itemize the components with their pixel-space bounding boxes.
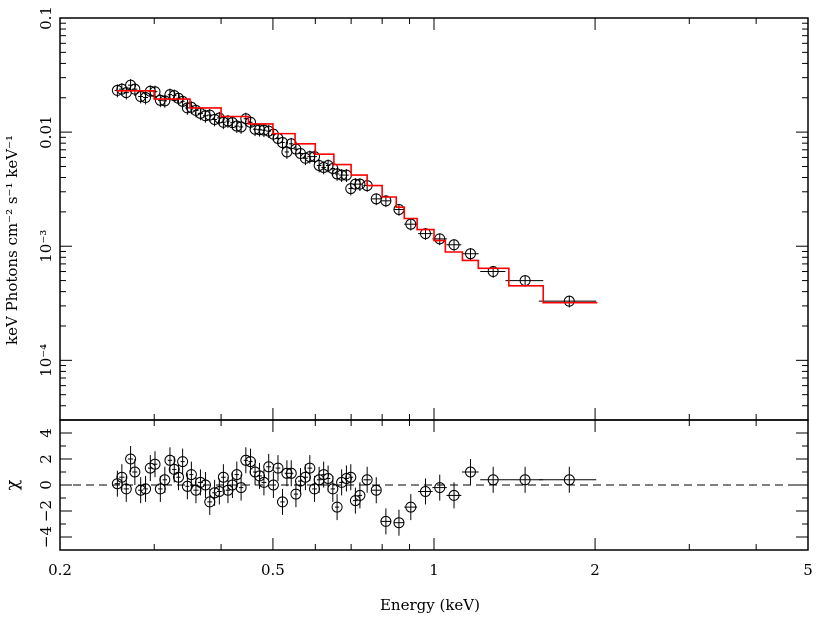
model-step-line [116, 90, 598, 304]
residual-data-point [299, 464, 311, 491]
y-tick-label: 0.1 [37, 6, 55, 30]
residual-data-point [331, 494, 343, 521]
residual-data-point [461, 459, 479, 485]
x-tick-label: 1 [429, 561, 439, 579]
residual-data-point [276, 488, 288, 515]
residual-data-point [231, 461, 243, 488]
residual-data-point [361, 466, 373, 493]
x-axis-title: Energy (keV) [380, 596, 480, 614]
bottom-panel-axis-ticks: 4 2 0 −2 −4 [37, 428, 808, 548]
residual-data-point [199, 472, 211, 498]
spectrum-data-point [276, 136, 288, 150]
residual-data-point [172, 464, 184, 491]
residual-data-point [380, 508, 392, 535]
spectrum-data-point [327, 162, 339, 176]
chi-tick-label: 2 [37, 454, 55, 464]
spectrum-data-point [404, 218, 418, 231]
x-tick-label: 2 [590, 561, 600, 579]
spectrum-data-point [480, 265, 506, 278]
y-tick-label: 10⁻³ [37, 230, 55, 263]
bottom-panel-frame [59, 419, 809, 551]
spectrum-data-point [129, 83, 141, 97]
x-axis-ticks: 0.2 0.5 1 2 5 [48, 18, 813, 579]
residual-data-point [345, 464, 357, 491]
residual-data-point [235, 474, 247, 501]
residual-data-point [213, 478, 225, 505]
residual-data-point [393, 509, 405, 536]
top-panel-data-points [111, 79, 597, 308]
residual-data-point [304, 455, 316, 482]
top-panel-axis-ticks: 0.1 0.01 10⁻³ 10⁻⁴ [37, 6, 808, 421]
spectrum-data-point [235, 120, 247, 134]
residual-data-point [418, 478, 433, 505]
x-tick-label: 0.5 [261, 561, 285, 579]
spectrum-data-point [393, 203, 405, 216]
residual-data-point [285, 460, 297, 487]
residual-data-point [159, 466, 171, 493]
residual-data-point [404, 494, 418, 521]
bottom-y-axis-title: χ [2, 479, 23, 490]
spectrum-data-point [354, 178, 366, 192]
spectrum-data-point [461, 248, 479, 261]
chi-tick-label: −4 [37, 526, 55, 548]
residual-data-point [354, 482, 366, 509]
spectrum-data-point [538, 295, 597, 308]
residual-data-point [164, 447, 176, 474]
y-tick-label: 0.01 [37, 115, 55, 148]
top-y-axis-title: keV Photons cm⁻² s⁻¹ keV⁻¹ [3, 135, 21, 345]
residual-data-point [272, 455, 284, 482]
residual-data-point [177, 448, 189, 475]
chi-tick-label: 4 [37, 428, 55, 438]
spectrum-data-point [159, 94, 171, 108]
x-tick-label: 0.2 [48, 561, 72, 579]
spectrum-data-point [231, 119, 243, 133]
residual-data-point [149, 451, 161, 478]
spectrum-data-point [281, 145, 293, 159]
residual-data-point [432, 474, 447, 501]
residual-data-point [327, 475, 339, 502]
residual-data-point [480, 466, 506, 493]
residual-data-point [129, 459, 141, 485]
residual-data-point [267, 472, 279, 498]
chi-tick-label: −2 [37, 500, 55, 522]
residual-data-point [185, 461, 197, 488]
spectrum-data-point [446, 239, 462, 252]
bottom-panel-residual-points [111, 446, 597, 536]
residual-data-point [194, 469, 206, 496]
residual-data-point [505, 466, 544, 493]
residual-data-point [370, 477, 382, 504]
residual-data-point [263, 453, 275, 480]
residual-data-point [538, 466, 597, 493]
residual-data-point [125, 446, 137, 472]
spectrum-data-point [370, 193, 382, 206]
top-panel-frame [59, 17, 809, 421]
residual-data-point [258, 469, 270, 496]
y-tick-label: 10⁻⁴ [37, 344, 55, 377]
chi-tick-label: 0 [37, 480, 55, 490]
residual-data-point [446, 482, 462, 509]
residual-data-point [120, 475, 132, 502]
residual-data-point [140, 475, 152, 502]
x-tick-label: 5 [803, 561, 813, 579]
